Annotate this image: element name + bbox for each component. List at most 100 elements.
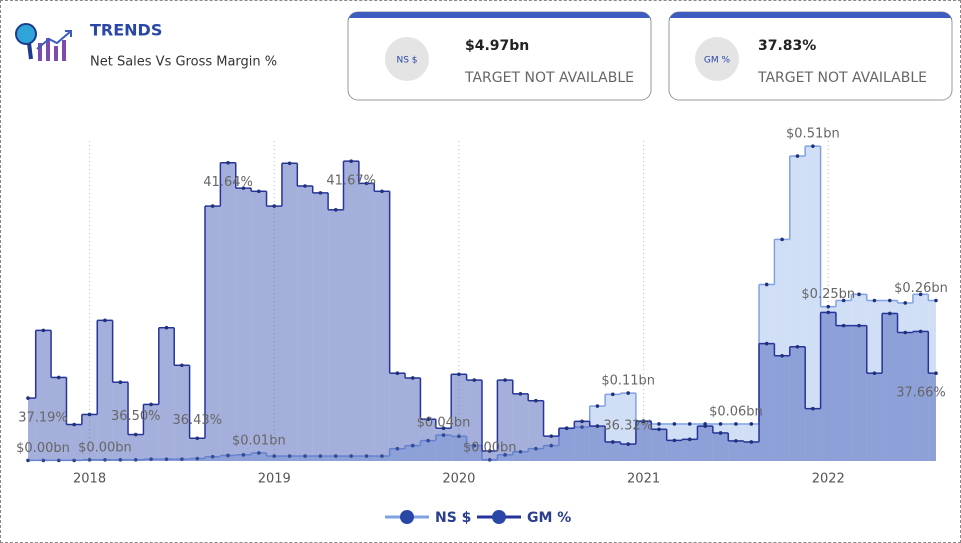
- marker: [934, 371, 938, 376]
- marker: [626, 391, 631, 395]
- area-step: [835, 325, 852, 461]
- marker: [180, 363, 184, 368]
- marker: [888, 298, 892, 303]
- marker: [687, 422, 692, 426]
- area-step: [589, 426, 606, 461]
- marker: [549, 434, 554, 438]
- area-step: [128, 434, 144, 461]
- x-tick-label: 2020: [442, 472, 475, 487]
- area-step: [697, 426, 713, 461]
- area-step: [81, 414, 98, 461]
- area-step: [820, 312, 836, 461]
- marker: [195, 436, 200, 441]
- marker: [888, 311, 892, 316]
- marker: [272, 204, 277, 208]
- marker: [934, 298, 938, 303]
- marker: [103, 318, 107, 323]
- marker: [333, 208, 338, 212]
- marker: [718, 422, 723, 426]
- area-step: [297, 186, 313, 461]
- marker: [164, 325, 169, 330]
- marker: [749, 440, 754, 444]
- marker: [764, 282, 769, 287]
- data-label: $0.00bn: [463, 440, 517, 455]
- area-step: [204, 206, 221, 461]
- data-label: 41.64%: [203, 175, 253, 190]
- marker: [303, 184, 307, 188]
- marker: [41, 328, 46, 333]
- area-step: [435, 428, 452, 461]
- marker: [611, 440, 615, 444]
- marker: [903, 301, 908, 305]
- area-step: [312, 192, 329, 461]
- subtitle: Net Sales Vs Gross Margin %: [90, 55, 277, 70]
- area-step: [789, 346, 806, 461]
- marker: [210, 204, 215, 208]
- area-step: [35, 330, 52, 461]
- area-step: [728, 440, 744, 461]
- marker: [811, 406, 815, 411]
- area-step: [158, 327, 175, 461]
- marker: [872, 371, 877, 376]
- area-step: [805, 146, 821, 461]
- marker: [72, 422, 76, 427]
- marker: [534, 398, 538, 403]
- area-step: [759, 343, 775, 461]
- marker: [349, 159, 353, 163]
- area-step: [51, 377, 67, 461]
- area-step: [389, 373, 406, 461]
- marker: [734, 439, 738, 443]
- kpi-card: NS $ $4.97bn TARGET NOT AVAILABLE: [347, 11, 652, 101]
- marker: [780, 353, 784, 358]
- marker: [318, 191, 323, 195]
- marker: [795, 154, 800, 158]
- marker: [241, 186, 246, 190]
- data-label: $0.00bn: [78, 440, 132, 455]
- data-label: 41.67%: [326, 174, 376, 189]
- legend-label: GM %: [527, 510, 571, 526]
- area-step: [420, 419, 436, 461]
- marker: [780, 237, 784, 242]
- area-step: [528, 400, 544, 461]
- marker: [487, 449, 492, 453]
- data-label: 36.50%: [111, 409, 161, 424]
- marker: [611, 392, 615, 397]
- area-step: [358, 183, 375, 462]
- area-step: [112, 382, 129, 461]
- marker: [149, 402, 153, 407]
- marker: [56, 375, 61, 380]
- marker: [364, 181, 369, 186]
- area-step: [220, 162, 236, 462]
- area-step: [866, 373, 883, 461]
- area-step: [666, 440, 683, 461]
- area-step: [343, 161, 359, 462]
- area-step: [897, 332, 913, 461]
- area-step: [482, 450, 498, 461]
- data-label: 37.19%: [18, 411, 68, 426]
- marker: [133, 432, 138, 437]
- area-step: [605, 441, 621, 461]
- data-label: $0.00bn: [16, 441, 70, 456]
- marker: [287, 161, 292, 166]
- marker: [564, 426, 569, 431]
- area-step: [251, 191, 267, 461]
- legend-label: NS $: [435, 510, 471, 526]
- marker: [457, 372, 461, 377]
- marker: [857, 292, 861, 297]
- area-step: [912, 331, 929, 461]
- area-step: [189, 438, 205, 461]
- x-tick-label: 2019: [258, 472, 291, 487]
- marker: [626, 442, 631, 446]
- marker: [918, 292, 923, 297]
- marker: [441, 426, 446, 431]
- area-step: [651, 429, 667, 461]
- kpi-badge: GM %: [704, 56, 731, 66]
- x-tick-label: 2021: [627, 472, 660, 487]
- marker: [395, 371, 400, 376]
- area-step: [328, 209, 344, 461]
- data-label: $0.51bn: [786, 127, 840, 142]
- data-label: 36.43%: [172, 413, 222, 428]
- area-step: [497, 380, 513, 461]
- marker: [764, 341, 769, 346]
